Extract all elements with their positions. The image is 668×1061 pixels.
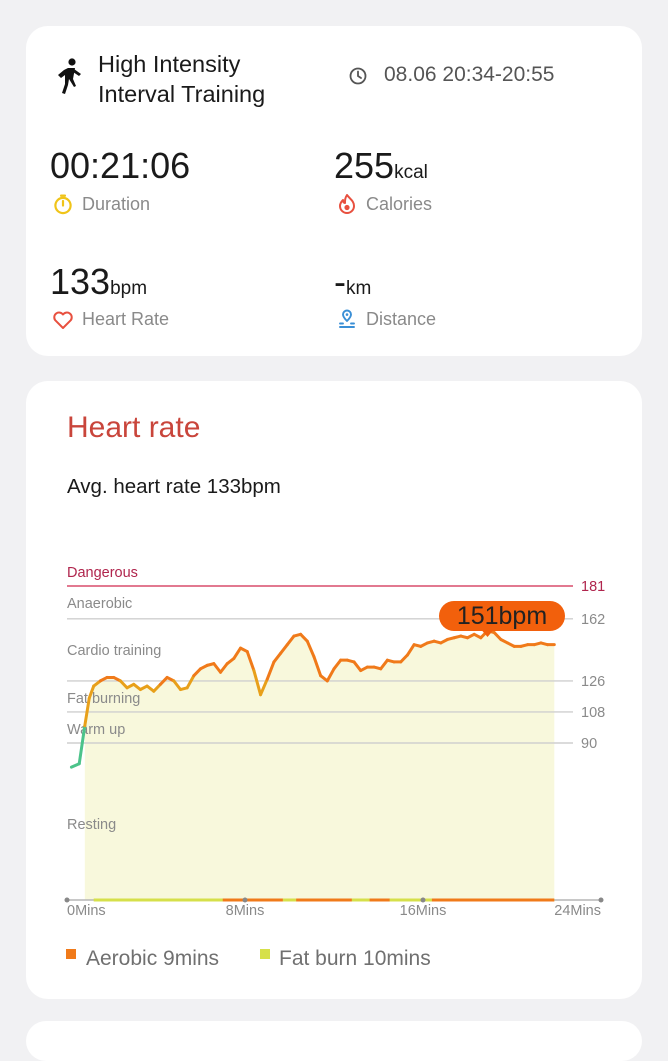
heart-rate-line-segment xyxy=(405,643,416,657)
zone-label-resting: Resting xyxy=(67,817,116,833)
heart-rate-card: Heart rate Avg. heart rate 133bpm Danger… xyxy=(26,381,642,999)
x-tick-dot xyxy=(64,897,70,903)
heart-rate-line-segment xyxy=(379,658,389,671)
heart-rate-line-segment xyxy=(272,651,283,664)
heart-rate-label: Heart Rate xyxy=(82,309,170,329)
zone-label-warm-up: Warm up xyxy=(67,722,125,738)
heart-rate-line-segment xyxy=(83,696,91,728)
heart-rate-line-segment xyxy=(399,653,409,664)
peak-tooltip-text: 151bpm xyxy=(457,602,547,630)
heart-rate-line-segment xyxy=(305,639,316,659)
x-tick-label: 16Mins xyxy=(400,903,447,919)
heart-rate-line-segment xyxy=(185,674,196,690)
legend-swatch-aerobic xyxy=(66,949,76,959)
workout-title-line2: Interval Training xyxy=(98,81,266,107)
next-card xyxy=(26,1021,642,1061)
heart-rate-line-segment xyxy=(232,646,243,660)
distance-label: Distance xyxy=(366,309,437,329)
workout-title-line1: High Intensity xyxy=(98,51,241,77)
heart-rate-area xyxy=(84,630,555,900)
heart-rate-line-segment xyxy=(332,658,343,671)
heart-rate-metric: 133bpm xyxy=(50,262,147,309)
x-tick-label: 0Mins xyxy=(67,903,106,919)
heart-rate-line-segment xyxy=(118,679,129,690)
x-tick-dot xyxy=(598,897,604,903)
running-person-icon xyxy=(58,58,81,94)
heart-rate-line-segment xyxy=(172,679,182,692)
y-tick-label: 162 xyxy=(581,612,605,628)
duration-value: 00:21:06 xyxy=(50,145,191,186)
heart-rate-line-segment xyxy=(279,643,289,655)
duration-label: Duration xyxy=(82,194,151,214)
legend-fat-burn: Fat burn 10mins xyxy=(279,947,431,970)
heart-rate-line-segment xyxy=(265,660,276,681)
heart-rate-line-segment xyxy=(285,634,296,647)
workout-summary-card: High Intensity Interval Training 08.06 2… xyxy=(26,26,642,356)
y-tick-label: 126 xyxy=(581,674,605,690)
heart-icon xyxy=(53,311,73,329)
calories-value: 255 xyxy=(334,145,395,186)
heart-rate-line-segment xyxy=(299,632,309,643)
peak-tooltip-bubble xyxy=(439,601,565,631)
heart-rate-line-segment xyxy=(77,724,87,766)
heart-rate-title: Heart rate xyxy=(67,411,201,444)
heart-rate-line-segment xyxy=(245,650,256,673)
peak-tooltip-pointer xyxy=(481,630,494,637)
calories-unit: kcal xyxy=(394,162,428,183)
heart-rate-value: 133 xyxy=(50,261,111,302)
workout-title: High Intensity Interval Training xyxy=(98,49,318,109)
x-tick-dot xyxy=(242,897,248,903)
y-tick-label: 108 xyxy=(581,705,605,721)
heart-rate-line-segment xyxy=(158,675,169,686)
x-tick-label: 8Mins xyxy=(226,903,265,919)
zone-label-dangerous: Dangerous xyxy=(67,565,138,581)
y-tick-label: 90 xyxy=(581,736,597,752)
heart-rate-chart: Dangerous Anaerobic Cardio training Fat bur… xyxy=(64,565,605,919)
heart-rate-line-segment xyxy=(152,682,162,693)
average-heart-rate: Avg. heart rate 133bpm xyxy=(67,475,281,498)
x-tick-label: 24Mins xyxy=(554,903,601,919)
heart-rate-line-segment xyxy=(252,669,263,697)
heart-rate-line-segment xyxy=(192,667,202,678)
heart-rate-line-segment xyxy=(259,677,269,697)
calories-metric: 255kcal xyxy=(334,146,428,193)
heart-rate-line-segment xyxy=(87,684,96,700)
location-pin-icon xyxy=(339,309,355,328)
distance-value: - xyxy=(334,261,346,302)
heart-rate-line-segment xyxy=(312,655,323,678)
heart-rate-line-segment xyxy=(492,631,503,641)
zone-label-anaerobic: Anaerobic xyxy=(67,596,132,612)
legend-aerobic: Aerobic 9mins xyxy=(86,947,220,970)
zone-label-fat-burning: Fat burning xyxy=(67,691,140,707)
zone-label-cardio-training: Cardio training xyxy=(67,643,161,659)
calories-label: Calories xyxy=(366,194,433,214)
distance-unit: km xyxy=(346,278,372,299)
clock-icon xyxy=(349,67,367,85)
distance-metric: -km xyxy=(334,262,371,309)
heart-rate-line-segment xyxy=(325,667,336,683)
legend-swatch-fat-burn xyxy=(260,949,270,959)
heart-rate-line-segment xyxy=(219,662,229,674)
flame-icon xyxy=(339,194,355,214)
heart-rate-unit: bpm xyxy=(110,278,148,299)
heart-rate-line-segment xyxy=(212,662,223,674)
heart-rate-line-segment xyxy=(352,660,363,673)
stopwatch-icon xyxy=(54,194,72,215)
y-tick-label: 181 xyxy=(581,579,605,595)
workout-time-range: 08.06 20:34-20:55 xyxy=(384,63,555,86)
x-tick-dot xyxy=(420,897,426,903)
